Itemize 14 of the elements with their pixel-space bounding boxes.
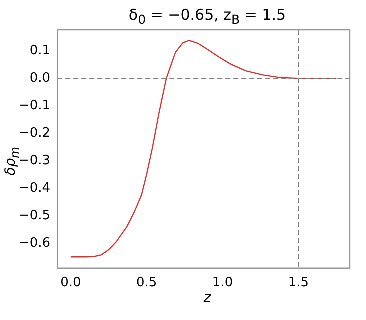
- y-tick-label: 0.1: [30, 44, 51, 59]
- y-tick-label: −0.4: [18, 180, 51, 196]
- x-axis-title: z: [202, 290, 212, 306]
- x-tick-label: 1.5: [288, 276, 310, 291]
- x-tick-label: 1.0: [212, 276, 234, 291]
- y-tick-label: −0.5: [18, 208, 51, 224]
- y-tick-label: −0.1: [18, 98, 51, 114]
- x-tick-label: 0.0: [60, 276, 82, 291]
- y-tick-label: −0.2: [18, 126, 51, 141]
- y-tick-label: 0.0: [30, 70, 51, 86]
- x-tick-label: 0.5: [136, 276, 158, 291]
- chart-title: δ$_{0}$ = −0.65, z$_{B}$ = 1.5: [128, 6, 288, 27]
- y-tick-label: −0.6: [18, 236, 51, 251]
- y-tick-label: −0.3: [18, 153, 51, 168]
